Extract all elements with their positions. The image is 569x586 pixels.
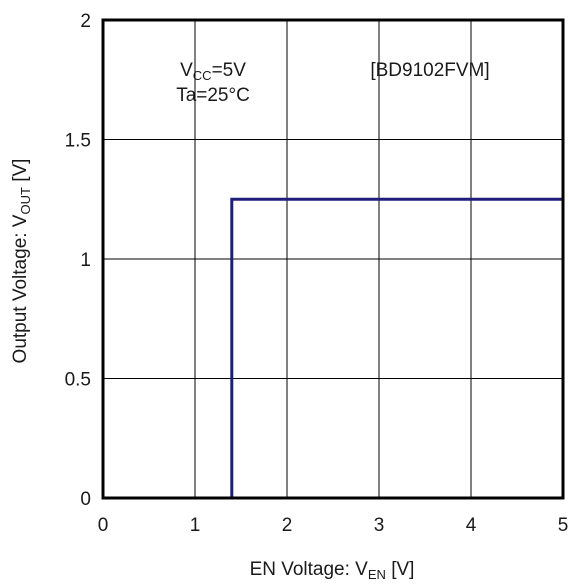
y-tick-label: 1.5 [65, 131, 91, 152]
annotation-ta: Ta=25°C [176, 85, 250, 106]
plot-frame [101, 18, 565, 500]
x-axis-label-suffix: [V] [386, 559, 415, 580]
y-axis-label-suffix: [V] [10, 159, 31, 188]
x-tick-label: 4 [466, 515, 477, 536]
y-tick-label: 2 [80, 11, 91, 32]
tick-labels: 0 1 2 3 4 5 0 0.5 1 1.5 2 [65, 11, 569, 536]
annotation-vcc-sub: CC [193, 68, 212, 83]
series-line [103, 197, 563, 500]
y-tick-label: 0.5 [65, 370, 91, 391]
y-axis-label-main: Output Voltage: V [10, 214, 31, 363]
annotation-vcc: VCC=5V [180, 60, 246, 83]
y-axis-label: Output Voltage: VOUT [V] [10, 159, 33, 364]
x-tick-label: 2 [282, 515, 293, 536]
x-axis-label: EN Voltage: VEN [V] [250, 559, 415, 582]
y-axis-label-sub: OUT [18, 187, 33, 215]
annotation-vcc-main: V [180, 60, 193, 81]
y-tick-label: 0 [80, 489, 91, 510]
x-tick-label: 5 [558, 515, 569, 536]
x-tick-label: 1 [190, 515, 201, 536]
annotation-part-number: [BD9102FVM] [370, 60, 489, 81]
x-axis-label-main: EN Voltage: V [250, 559, 369, 580]
annotation-vcc-suffix: =5V [212, 60, 247, 81]
y-tick-label: 1 [80, 250, 91, 271]
x-tick-label: 3 [374, 515, 385, 536]
x-tick-label: 0 [98, 515, 109, 536]
series-layer [103, 197, 563, 500]
grid-lines [103, 20, 563, 498]
x-axis-label-sub: EN [368, 567, 386, 582]
